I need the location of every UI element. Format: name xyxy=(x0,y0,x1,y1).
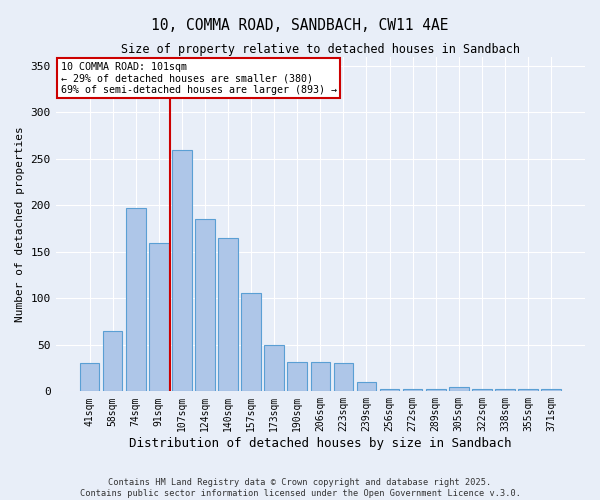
Bar xyxy=(149,242,169,392)
Bar xyxy=(218,238,238,392)
Bar xyxy=(311,362,330,392)
Bar xyxy=(265,345,284,392)
Bar xyxy=(403,388,422,392)
Bar xyxy=(541,390,561,392)
Bar xyxy=(103,331,122,392)
Bar xyxy=(518,388,538,392)
Bar xyxy=(241,293,261,392)
Bar xyxy=(334,364,353,392)
Bar xyxy=(195,220,215,392)
Bar xyxy=(80,364,100,392)
Text: 10 COMMA ROAD: 101sqm
← 29% of detached houses are smaller (380)
69% of semi-det: 10 COMMA ROAD: 101sqm ← 29% of detached … xyxy=(61,62,337,95)
Title: Size of property relative to detached houses in Sandbach: Size of property relative to detached ho… xyxy=(121,42,520,56)
X-axis label: Distribution of detached houses by size in Sandbach: Distribution of detached houses by size … xyxy=(129,437,512,450)
Bar xyxy=(426,388,446,392)
Bar xyxy=(380,388,400,392)
Text: Contains HM Land Registry data © Crown copyright and database right 2025.
Contai: Contains HM Land Registry data © Crown c… xyxy=(79,478,521,498)
Bar xyxy=(287,362,307,392)
Bar xyxy=(449,386,469,392)
Bar xyxy=(356,382,376,392)
Y-axis label: Number of detached properties: Number of detached properties xyxy=(15,126,25,322)
Bar xyxy=(126,208,146,392)
Bar xyxy=(472,388,492,392)
Bar xyxy=(172,150,191,392)
Text: 10, COMMA ROAD, SANDBACH, CW11 4AE: 10, COMMA ROAD, SANDBACH, CW11 4AE xyxy=(151,18,449,32)
Bar xyxy=(495,388,515,392)
